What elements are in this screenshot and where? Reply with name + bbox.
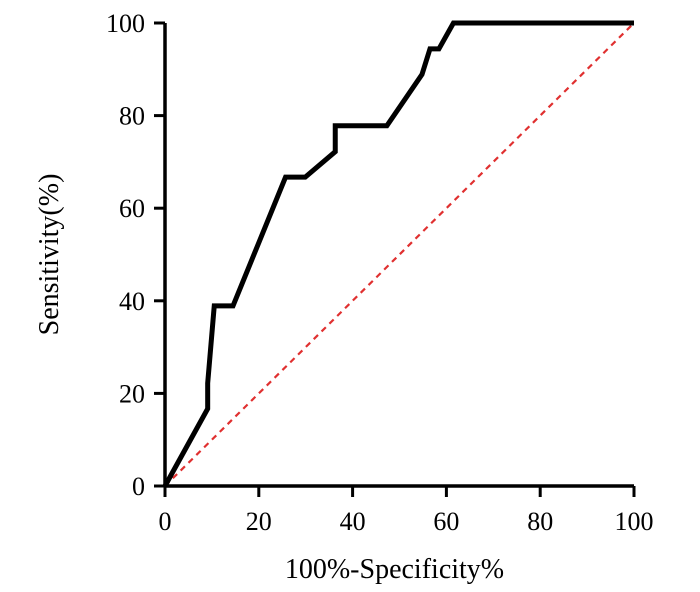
y-tick-label: 100 xyxy=(106,9,145,38)
y-axis-ticks: 0 20 40 60 80 100 xyxy=(106,9,165,501)
x-tick-label: 60 xyxy=(433,507,459,536)
plot-area xyxy=(162,20,635,488)
y-axis-title: Sensitivity(%) xyxy=(34,174,65,336)
y-tick-label: 60 xyxy=(119,194,145,223)
y-tick-label: 0 xyxy=(132,472,145,501)
x-axis-title: 100%-Specificity% xyxy=(285,554,504,585)
x-tick-label: 0 xyxy=(159,507,172,536)
x-tick-label: 100 xyxy=(615,507,654,536)
y-tick-label: 40 xyxy=(119,287,145,316)
y-tick-label: 80 xyxy=(119,102,145,131)
series-layer xyxy=(162,20,635,488)
roc-curve xyxy=(162,20,634,488)
x-tick-label: 20 xyxy=(246,507,272,536)
reference-line xyxy=(164,22,635,487)
x-tick-label: 40 xyxy=(340,507,366,536)
x-axis-ticks: 0 20 40 60 80 100 xyxy=(159,486,654,536)
x-tick-label: 80 xyxy=(527,507,553,536)
y-tick-label: 20 xyxy=(119,379,145,408)
